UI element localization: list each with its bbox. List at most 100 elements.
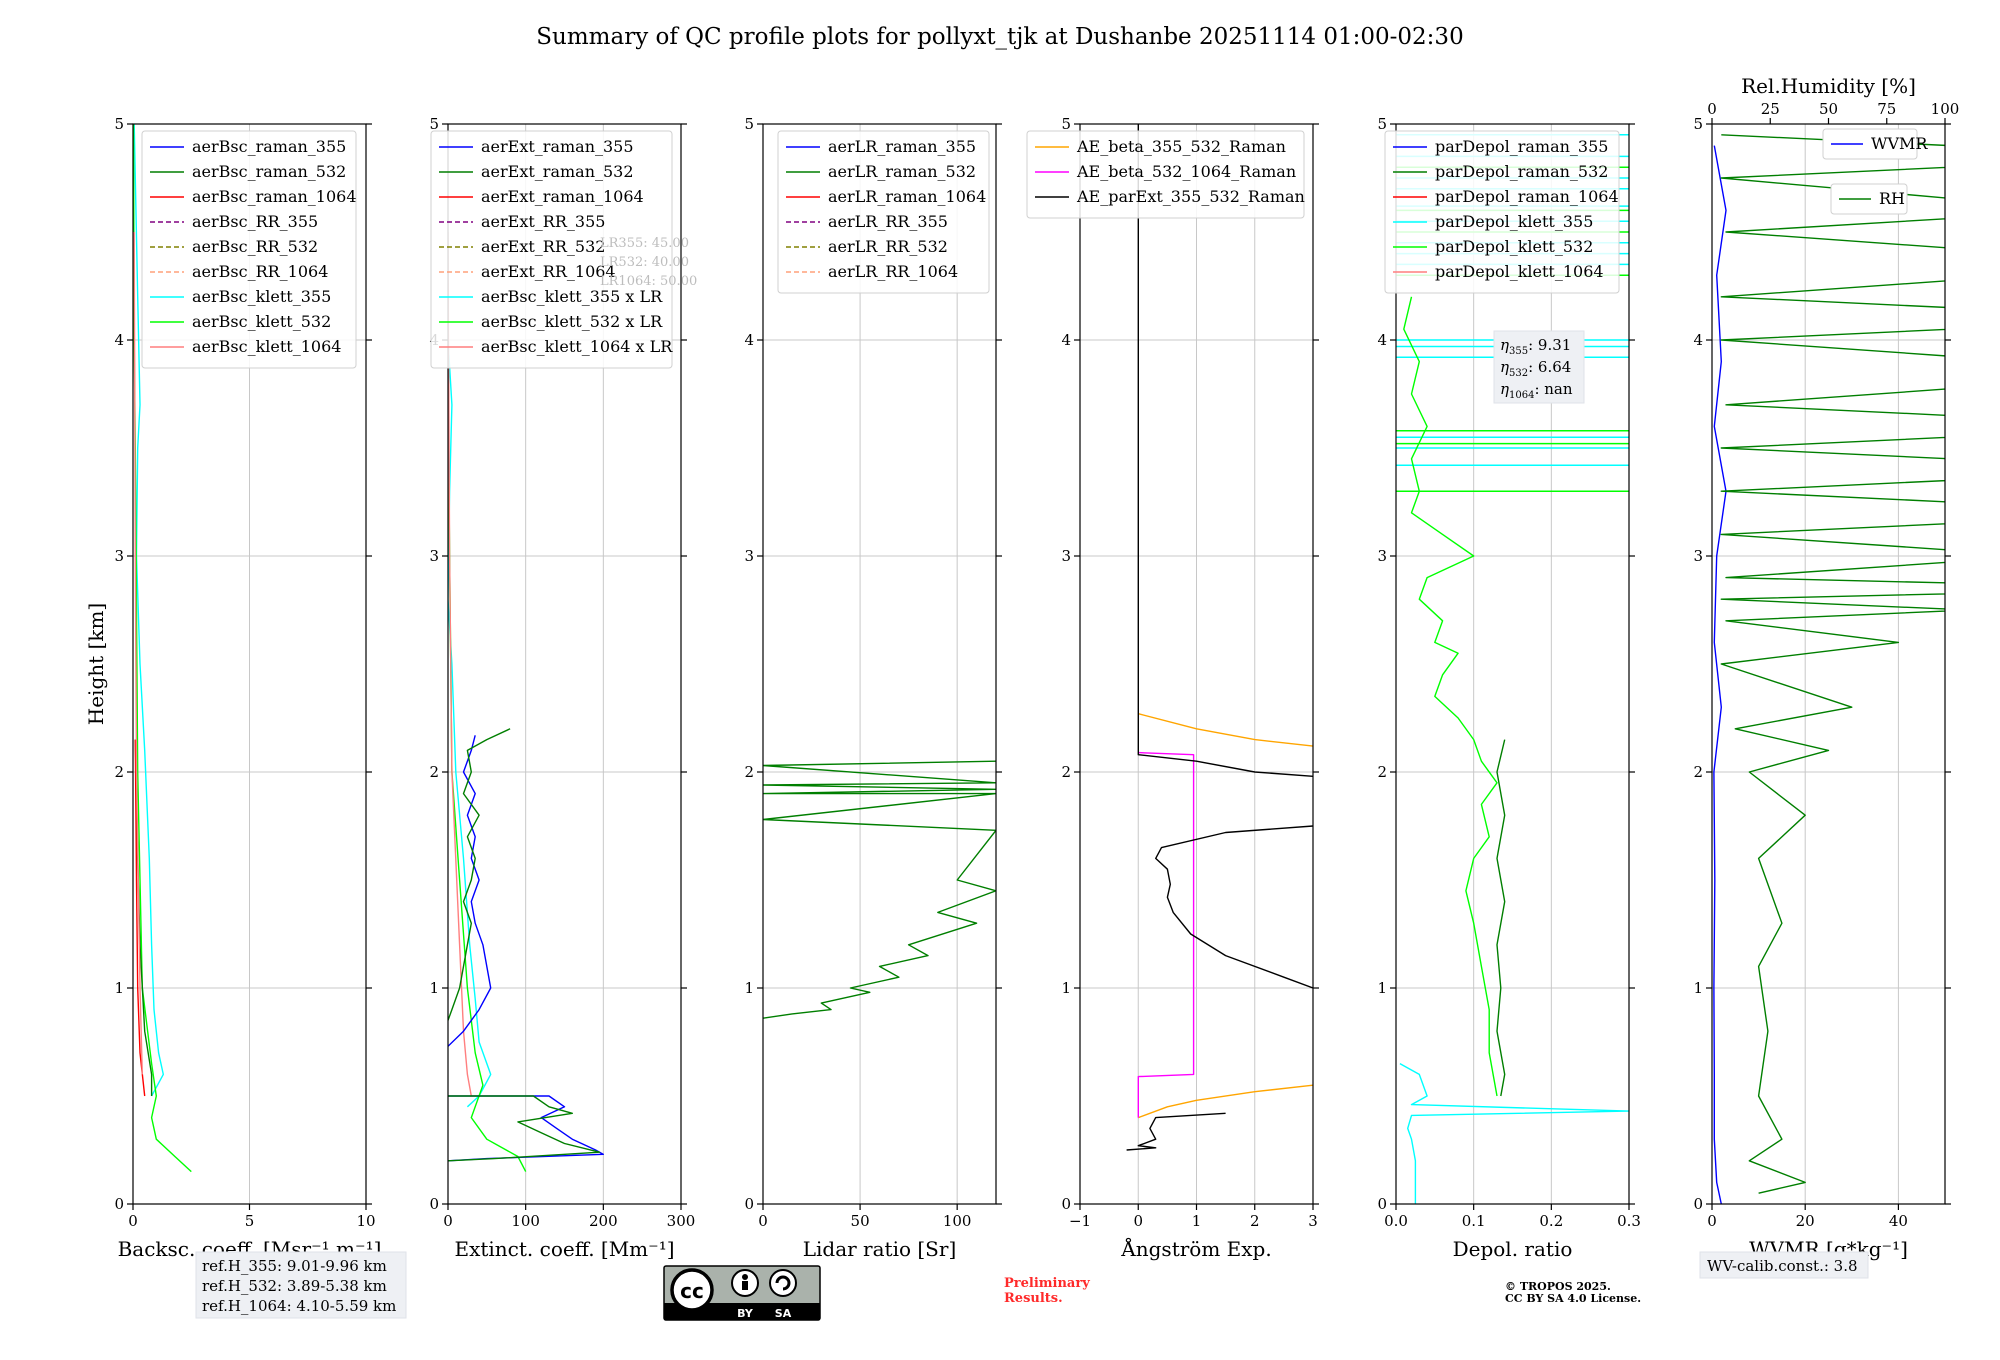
series-parDepol_klett_532 [1403, 296, 1498, 1097]
ref-height-annotation: ref.H_355: 9.01-9.96 km ref.H_532: 3.89-… [195, 1251, 407, 1319]
legend: aerExt_raman_355 aerExt_raman_532 aerExt_r… [430, 130, 673, 369]
series-aerBsc_klett_1064 x LR [448, 231, 472, 1097]
eta-box [1493, 330, 1585, 404]
lidar-ratio-label: LR532: 40.00 [600, 255, 689, 270]
panel-3: 0 50 100 0 1 2 3 4 5 Lidar ratio [Sr] aerLR_raman_… [744, 115, 1002, 1261]
x-tick-label: 1 [1192, 1212, 1202, 1230]
y-tick-label: 3 [429, 547, 439, 565]
legend-entry: aerBsc_RR_355 [192, 212, 318, 231]
legend-entry: parDepol_raman_1064 [1435, 187, 1619, 206]
y-tick-label: 0 [744, 1195, 754, 1213]
legend-entry: aerLR_RR_355 [828, 212, 948, 231]
ref-h-1064: ref.H_1064: 4.10-5.59 km [202, 1297, 396, 1315]
x-axis-label: Extinct. coeff. [Mm⁻¹] [454, 1237, 674, 1261]
eta-value: η355: 9.31 [1500, 336, 1571, 357]
legend-box [430, 130, 673, 369]
y-tick-label: 3 [114, 547, 124, 565]
copyright-line-1: © TROPOS 2025. [1505, 1280, 1611, 1293]
legend-entry: AE_beta_355_532_Raman [1076, 137, 1286, 156]
series-aerExt_raman_355 [448, 735, 492, 1047]
legend-entry: aerBsc_klett_355 x LR [481, 287, 663, 306]
x-tick-label: 0 [758, 1212, 768, 1230]
top-tick-label: 100 [1931, 100, 1960, 118]
y-tick-label: 4 [1061, 331, 1071, 349]
y-tick-label: 0 [1061, 1195, 1071, 1213]
axes-frame [1711, 123, 1946, 1205]
figure-title: Summary of QC profile plots for pollyxt_… [536, 24, 1463, 50]
sa-arrow-icon [775, 1275, 791, 1291]
wv-calib-text: WV-calib.const.: 3.8 [1707, 1257, 1858, 1275]
top-tick-label: 0 [1707, 100, 1717, 118]
series-group [763, 760, 996, 1019]
x-tick-label: 20 [1796, 1212, 1815, 1230]
legend-entry: aerBsc_klett_532 x LR [481, 312, 663, 331]
lidar-ratio-label: LR355: 45.00 [600, 236, 689, 251]
y-tick-label: 2 [1061, 763, 1071, 781]
top-tick-label: 25 [1761, 100, 1780, 118]
legend-entry: aerExt_RR_532 [481, 237, 605, 256]
legend-entry: aerLR_raman_1064 [828, 187, 986, 206]
series-aerBsc_klett_532 x LR [448, 383, 527, 1172]
eta-value: η532: 6.64 [1500, 358, 1571, 379]
series-aerExt_raman_532 [448, 728, 511, 1021]
x-tick-label: 0.1 [1462, 1212, 1486, 1230]
by-person-icon [742, 1274, 748, 1280]
x-axis-label: Depol. ratio [1453, 1237, 1573, 1261]
series-group [1396, 134, 1629, 1204]
x-tick-label: 0 [443, 1212, 453, 1230]
legend-entry: aerBsc_raman_532 [192, 162, 346, 181]
legend-entry: parDepol_klett_355 [1435, 212, 1593, 231]
y-tick-label: 0 [429, 1195, 439, 1213]
x-tick-label: 0 [1133, 1212, 1143, 1230]
legend-entry: aerLR_raman_532 [828, 162, 976, 181]
series-parDepol_raman_532 [1496, 739, 1506, 1097]
series-aerBsc_klett_1064 [133, 231, 143, 1075]
x-tick-label: 0.2 [1539, 1212, 1563, 1230]
y-tick-label: 3 [1693, 547, 1703, 565]
y-tick-label: 1 [744, 979, 754, 997]
legend-entry: aerExt_RR_1064 [481, 262, 616, 281]
x-tick-label: 0.3 [1617, 1212, 1641, 1230]
y-tick-label: 2 [744, 763, 754, 781]
x-tick-label: 3 [1308, 1212, 1318, 1230]
axes-frame [1395, 123, 1630, 1205]
y-tick-label: 3 [744, 547, 754, 565]
y-tick-label: 5 [1693, 115, 1703, 133]
panel-2: 0100200300012345Extinct. coeff. [Mm⁻¹]ae… [429, 115, 697, 1261]
series-parDepol_klett_355 [1399, 1062, 1629, 1204]
wv-calib-annotation: WV-calib.const.: 3.8 [1699, 1251, 1869, 1279]
legend-entry: parDepol_klett_532 [1435, 237, 1593, 256]
cc-icon: cc [680, 1279, 704, 1303]
x-tick-label: 200 [589, 1212, 618, 1230]
ref-h-532: ref.H_532: 3.89-5.38 km [202, 1277, 387, 1295]
legend-entry: AE_parExt_355_532_Raman [1076, 187, 1305, 206]
series-aerBsc_klett_355 [133, 124, 165, 1097]
legend-entry: aerBsc_raman_355 [192, 137, 346, 156]
legend-entry: aerLR_RR_1064 [828, 262, 958, 281]
legend-entry: aerBsc_raman_1064 [192, 187, 357, 206]
legend-entry: aerLR_raman_355 [828, 137, 976, 156]
y-tick-label: 5 [1061, 115, 1071, 133]
legend-box [1822, 128, 1918, 160]
x-tick-label: 5 [245, 1212, 255, 1230]
cc-sa-label: SA [775, 1307, 792, 1320]
legend-entry: parDepol_raman_532 [1435, 162, 1608, 181]
series-aerExt_raman_532_low [448, 1095, 601, 1162]
series-AE_beta_355_532_Raman [1138, 713, 1313, 747]
y-axis-label: Height [km] [84, 603, 108, 725]
y-tick-label: 1 [1377, 979, 1387, 997]
x-tick-label: 300 [667, 1212, 696, 1230]
series-AE_parExt_355_532_Raman_low [1126, 1112, 1226, 1151]
y-tick-label: 0 [1377, 1195, 1387, 1213]
legend-entry: aerExt_raman_532 [481, 162, 634, 181]
legend-box [1026, 130, 1305, 219]
legend: AE_beta_355_532_Raman AE_beta_532_1064_Ra… [1026, 130, 1305, 219]
series-RH [1720, 134, 1945, 1194]
series-aerBsc_klett_355 x LR [448, 339, 492, 1108]
legend-entry: aerExt_raman_355 [481, 137, 634, 156]
legend-entry: aerBsc_RR_1064 [192, 262, 328, 281]
axes-frame [447, 123, 682, 1205]
